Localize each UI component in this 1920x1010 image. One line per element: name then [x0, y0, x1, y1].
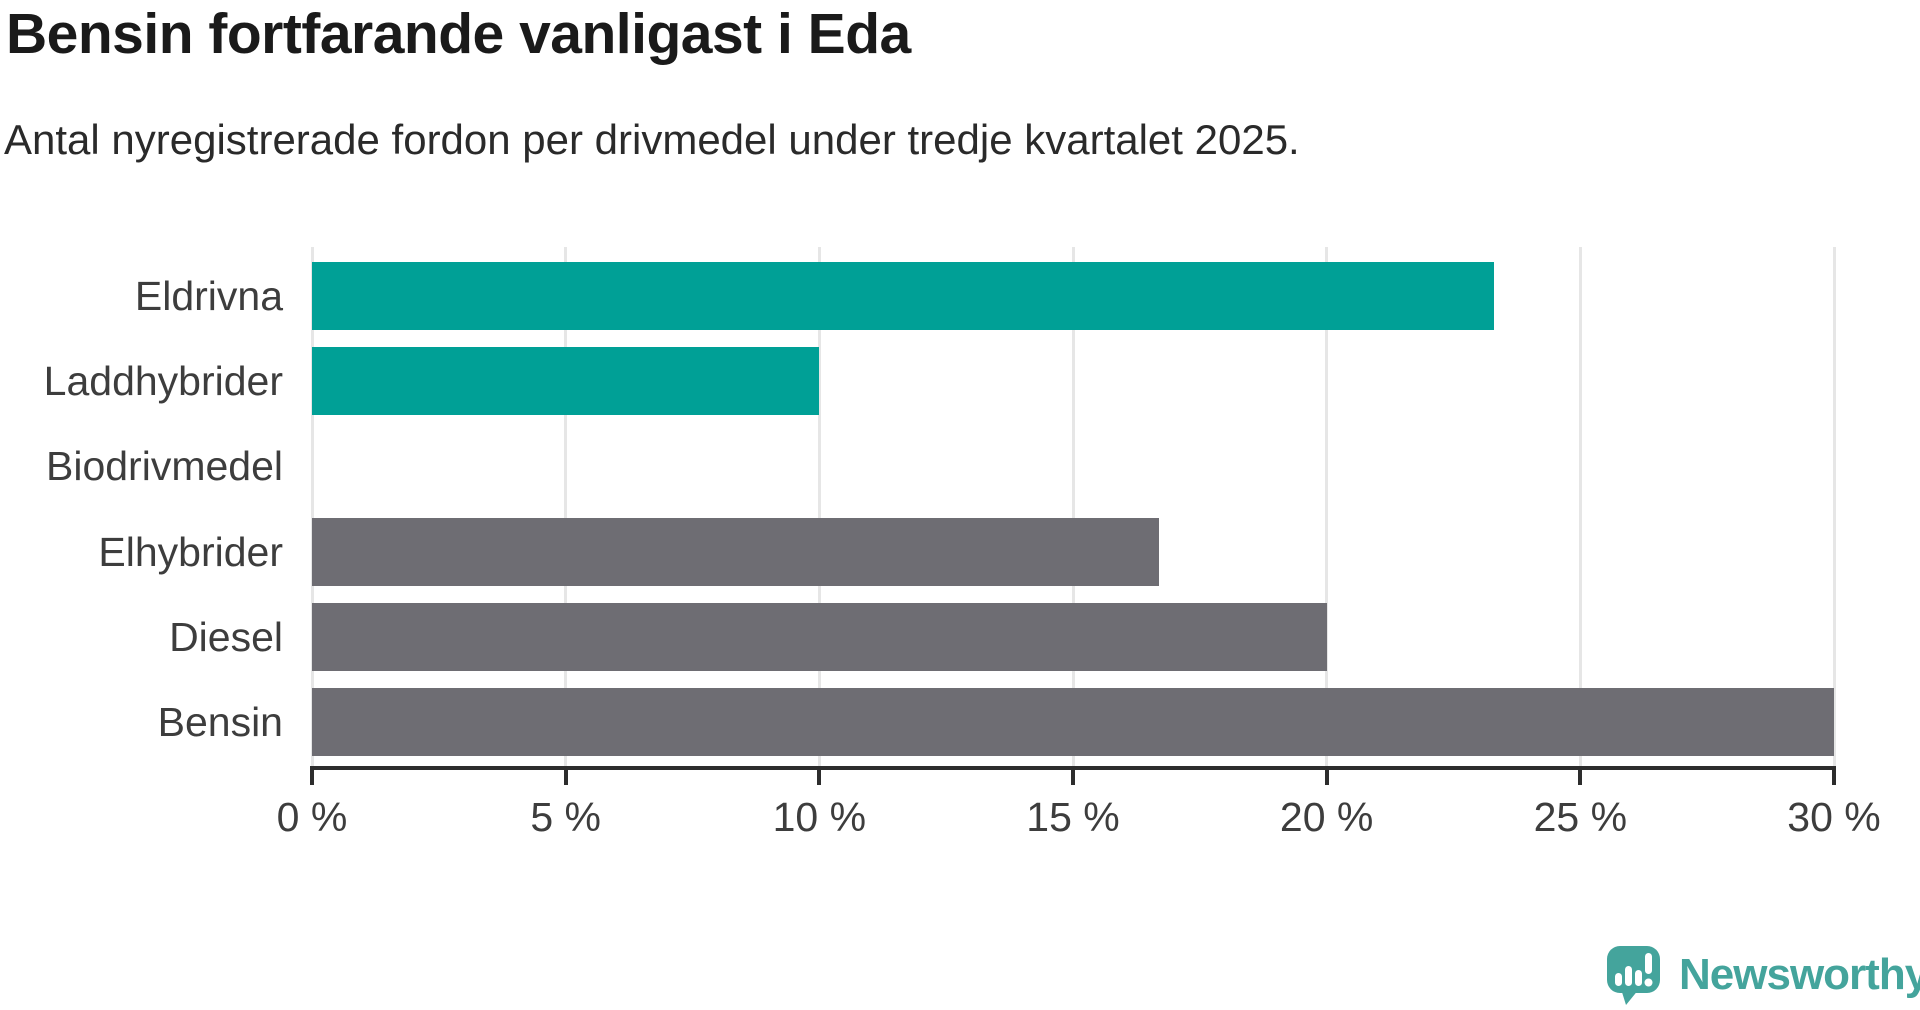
- newsworthy-logo: Newsworthy: [1606, 945, 1920, 1005]
- bar-highlighted: [312, 347, 820, 415]
- x-axis-tick-label: 10 %: [772, 794, 867, 840]
- gridline: [817, 247, 821, 766]
- category-label: Eldrivna: [134, 272, 283, 319]
- x-axis-tick: [1832, 766, 1836, 785]
- gridline: [310, 247, 314, 766]
- category-label: Laddhybrider: [43, 358, 283, 404]
- gridline: [1578, 247, 1582, 766]
- gridline: [1071, 247, 1075, 766]
- x-axis-tick: [1324, 766, 1329, 785]
- newsworthy-bubble-chart-icon: [1607, 946, 1660, 1005]
- x-axis-tick-label: 25 %: [1533, 794, 1628, 840]
- x-axis-tick: [817, 766, 822, 785]
- category-label: Biodrivmedel: [46, 443, 283, 490]
- gridline: [564, 247, 568, 766]
- x-axis-tick-label: 20 %: [1279, 794, 1374, 840]
- x-axis-tick: [1578, 766, 1583, 785]
- chart-title: Bensin fortfarande vanligast i Eda: [6, 2, 911, 66]
- category-label: Diesel: [169, 614, 283, 660]
- category-label: Bensin: [157, 699, 283, 746]
- category-label: Elhybrider: [98, 528, 283, 575]
- gridline: [1832, 247, 1836, 766]
- chart-subtitle: Antal nyregistrerade fordon per drivmede…: [4, 116, 1300, 163]
- bar-default: [312, 688, 1834, 757]
- gridline: [1325, 247, 1329, 766]
- x-axis-tick: [563, 766, 568, 785]
- x-axis-tick-label: 0 %: [276, 794, 348, 840]
- bar-default: [312, 603, 1327, 671]
- x-axis-tick-label: 30 %: [1787, 794, 1881, 840]
- bar-default: [312, 517, 1160, 586]
- bar-highlighted: [312, 261, 1495, 330]
- x-axis-tick: [1071, 766, 1075, 785]
- newsworthy-logo-text: Newsworthy: [1679, 950, 1920, 999]
- x-axis-tick: [310, 766, 314, 785]
- x-axis-tick-label: 5 %: [530, 794, 601, 840]
- x-axis-tick-label: 15 %: [1026, 794, 1120, 840]
